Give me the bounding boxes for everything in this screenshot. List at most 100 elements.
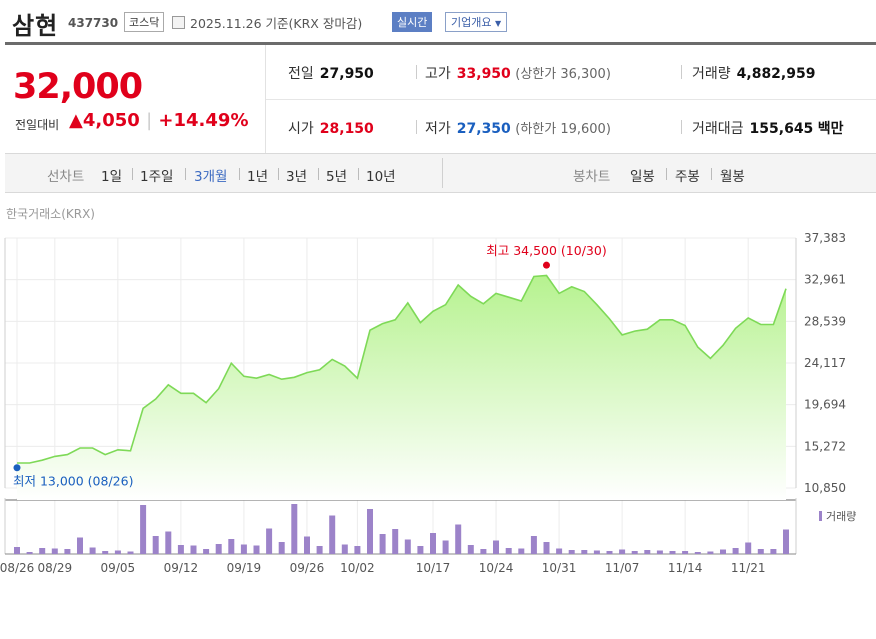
- volume-bar: [682, 551, 689, 554]
- stats-row-1: 전일 27,950 고가 33,950 (상한가 36,300) 거래량 4,882,…: [266, 45, 876, 99]
- volume-bar: [720, 549, 726, 554]
- volume-bar: [177, 545, 184, 554]
- tab-daily[interactable]: 일봉: [630, 169, 655, 185]
- volume-bar: [253, 545, 260, 554]
- x-tick-label: 10/24: [479, 561, 514, 575]
- volume-bar: [669, 551, 676, 554]
- tab-10y[interactable]: 10년: [366, 169, 396, 185]
- corp-info-label: 기업개요: [451, 16, 492, 29]
- stat-label: 시가: [288, 121, 314, 137]
- volume-bar: [14, 547, 20, 554]
- volume-bar: [732, 548, 739, 554]
- volume-bar: [656, 550, 663, 554]
- tab-weekly[interactable]: 주봉: [675, 169, 700, 185]
- tab-divider: [185, 168, 186, 180]
- volume-bar: [228, 539, 235, 554]
- volume-legend-label: 거래량: [826, 510, 856, 523]
- price-tick-label: 37,383: [804, 231, 846, 245]
- high-annotation: 최고 34,500 (10/30): [486, 243, 606, 258]
- volume-bar: [757, 549, 764, 554]
- volume-bar: [367, 509, 373, 554]
- volume-bar: [593, 550, 600, 554]
- stat-high: 고가 33,950 (상한가 36,300): [425, 63, 611, 83]
- volume-bar: [430, 533, 436, 554]
- volume-bar: [89, 547, 96, 554]
- tab-3m[interactable]: 3개월: [194, 169, 228, 185]
- price-tick-label: 15,272: [804, 439, 846, 453]
- volume-bar: [152, 536, 159, 554]
- corp-info-dropdown[interactable]: 기업개요 ▼: [445, 12, 508, 32]
- volume-bar: [127, 551, 134, 554]
- x-tick-label: 08/26: [0, 561, 34, 575]
- tab-divider: [711, 168, 712, 180]
- low-marker: [13, 464, 21, 472]
- volume-bar: [240, 544, 247, 554]
- line-chart-label: 선차트: [47, 169, 85, 185]
- volume-bar: [694, 552, 701, 554]
- volume-bar: [304, 536, 310, 554]
- stat-extra: (상한가 36,300): [515, 67, 611, 82]
- volume-bar: [556, 548, 563, 554]
- volume-bar: [329, 515, 336, 554]
- stat-value: 27,950: [319, 66, 374, 82]
- stat-divider: [681, 120, 682, 134]
- stat-divider: [681, 65, 682, 79]
- x-tick-label: 09/12: [164, 561, 199, 575]
- change-separator: |: [146, 110, 153, 131]
- volume-bar: [341, 544, 348, 554]
- volume-bar: [316, 546, 323, 554]
- volume-bar: [379, 534, 386, 554]
- tab-divider: [239, 168, 240, 180]
- stock-name: 삼현: [12, 12, 59, 40]
- candle-chart-label: 봉차트: [573, 169, 611, 185]
- price-tick-label: 28,539: [804, 314, 846, 328]
- period-tab-bar: 선차트 1일 1주일 3개월 1년 3년 5년 10년 봉차트 일봉 주봉 월봉: [5, 153, 876, 193]
- tab-1w[interactable]: 1주일: [140, 169, 174, 185]
- tab-divider: [278, 168, 279, 180]
- tab-monthly[interactable]: 월봉: [720, 169, 745, 185]
- tab-group-divider: [442, 158, 443, 188]
- price-change: ▲4,050 | +14.49%: [69, 110, 248, 131]
- stat-low: 저가 27,350 (하한가 19,600): [425, 118, 611, 138]
- volume-bar: [64, 549, 71, 554]
- stat-open: 시가 28,150: [288, 118, 374, 138]
- stat-label: 전일: [288, 66, 314, 82]
- volume-bar: [278, 542, 285, 554]
- stat-extra: (하한가 19,600): [515, 122, 611, 137]
- tab-3y[interactable]: 3년: [286, 169, 308, 185]
- x-tick-label: 09/19: [227, 561, 262, 575]
- stock-code: 437730: [68, 16, 119, 30]
- stat-value: 28,150: [319, 121, 374, 137]
- volume-bar: [493, 540, 499, 554]
- stat-label: 고가: [425, 66, 451, 82]
- volume-bar: [39, 548, 46, 554]
- volume-bar: [505, 548, 512, 554]
- volume-bar: [467, 545, 474, 554]
- x-tick-label: 08/29: [38, 561, 73, 575]
- x-tick-label: 09/26: [290, 561, 325, 575]
- volume-bar: [51, 548, 58, 554]
- tab-divider: [132, 168, 133, 180]
- volume-bar: [140, 505, 147, 554]
- stat-label: 거래량: [692, 66, 731, 82]
- volume-bar: [568, 550, 575, 554]
- tab-5y[interactable]: 5년: [326, 169, 348, 185]
- tab-divider: [358, 168, 359, 180]
- volume-bar: [543, 542, 550, 554]
- volume-bar: [631, 551, 638, 554]
- volume-bar: [114, 550, 121, 554]
- price-line: [17, 274, 787, 464]
- tab-1d[interactable]: 1일: [101, 169, 123, 185]
- tab-1y[interactable]: 1년: [247, 169, 269, 185]
- price-panel: 32,000 전일대비 ▲4,050 | +14.49%: [5, 45, 266, 153]
- volume-bar: [404, 539, 411, 554]
- x-tick-label: 11/07: [605, 561, 640, 575]
- low-annotation: 최저 13,000 (08/26): [13, 474, 133, 489]
- volume-legend-swatch: [819, 511, 822, 521]
- realtime-button[interactable]: 실시간: [392, 12, 433, 32]
- x-tick-label: 11/14: [668, 561, 703, 575]
- stat-unit: 백만: [817, 121, 844, 137]
- volume-bar: [291, 504, 298, 554]
- volume-bar: [266, 528, 273, 554]
- change-label: 전일대비: [15, 118, 60, 132]
